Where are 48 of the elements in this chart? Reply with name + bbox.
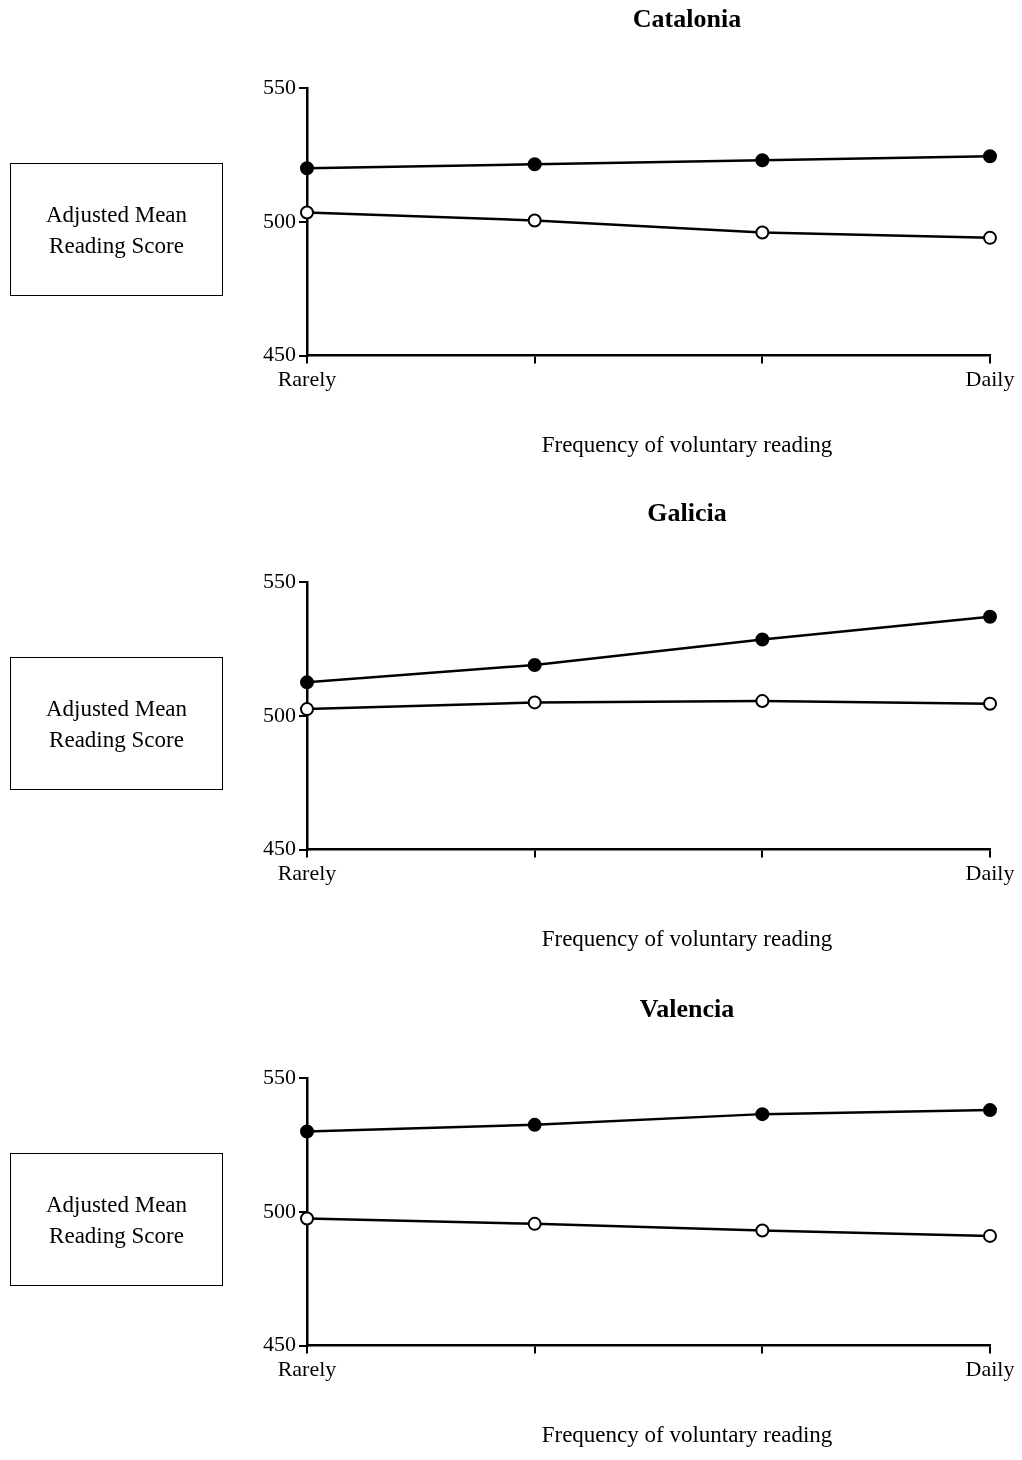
point	[527, 657, 542, 672]
point	[755, 694, 770, 709]
point	[983, 1103, 997, 1118]
point	[300, 161, 314, 176]
point	[983, 1228, 997, 1243]
point	[983, 230, 997, 245]
point	[527, 1117, 542, 1132]
x-tick-label: Rarely	[277, 365, 337, 391]
x-tick-label: Daily	[965, 859, 1015, 885]
point	[527, 1216, 542, 1231]
y-tick-label: 450	[263, 341, 296, 367]
point	[527, 695, 542, 710]
x-axis-title: Frequency of voluntary reading	[540, 1422, 834, 1448]
y-tick-label: 550	[263, 567, 296, 593]
y-tick-label: 500	[263, 207, 296, 233]
point	[983, 609, 997, 624]
point	[983, 149, 997, 164]
point	[300, 1124, 314, 1139]
y-tick-label: 450	[263, 1331, 296, 1357]
y-tick-label: 450	[263, 835, 296, 861]
x-tick-label: Rarely	[277, 1355, 337, 1381]
point	[300, 675, 314, 690]
chart-title: Catalonia	[631, 4, 743, 34]
x-axis-title: Frequency of voluntary reading	[540, 926, 834, 952]
point	[755, 1223, 770, 1238]
point	[300, 1211, 314, 1226]
chart-title: Valencia	[638, 994, 736, 1024]
chart-title: Galicia	[646, 498, 728, 528]
x-tick-label: Rarely	[277, 859, 337, 885]
point	[755, 1107, 770, 1122]
y-tick-label: 550	[263, 73, 296, 99]
x-tick-label: Daily	[965, 365, 1015, 391]
point	[755, 225, 770, 240]
point	[755, 632, 770, 647]
point	[983, 696, 997, 711]
y-axis-title: Adjusted Mean Reading Score	[10, 1153, 223, 1286]
y-tick-label: 500	[263, 1197, 296, 1223]
point	[527, 157, 542, 172]
y-tick-label: 500	[263, 701, 296, 727]
y-axis-title: Adjusted Mean Reading Score	[10, 657, 223, 790]
point	[300, 702, 314, 717]
x-tick-label: Daily	[965, 1355, 1015, 1381]
y-axis-title: Adjusted Mean Reading Score	[10, 163, 223, 296]
point	[300, 205, 314, 220]
y-tick-label: 550	[263, 1063, 296, 1089]
point	[755, 153, 770, 168]
point	[527, 213, 542, 228]
x-axis-title: Frequency of voluntary reading	[540, 432, 834, 458]
